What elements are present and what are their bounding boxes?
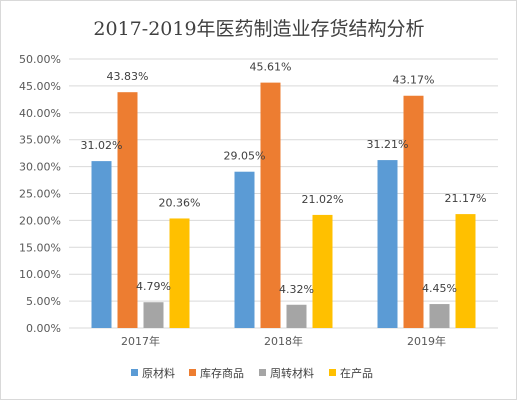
- data-label: 20.36%: [159, 196, 201, 209]
- y-tick-label: 10.00%: [19, 268, 61, 281]
- data-label: 43.17%: [393, 74, 435, 87]
- data-label: 21.02%: [302, 193, 344, 206]
- y-tick-label: 5.00%: [26, 295, 61, 308]
- data-label: 4.79%: [136, 280, 171, 293]
- legend-label: 原材料: [142, 366, 175, 380]
- data-label: 43.83%: [107, 70, 149, 83]
- legend-swatch: [329, 369, 336, 376]
- x-axis-ticks: 2017年 2018年 2019年: [121, 334, 446, 348]
- bars: [91, 82, 476, 329]
- legend: 原材料 库存商品 周转材料 在产品: [131, 366, 373, 380]
- data-label: 31.02%: [81, 139, 123, 152]
- data-labels: 31.02% 43.83% 4.79% 20.36% 29.05% 45.61% 4.32%…: [81, 61, 487, 296]
- bar-周转材料-2019年: [429, 304, 450, 328]
- legend-swatch: [259, 369, 266, 376]
- chart-title: 2017-2019年医药制造业存货结构分析: [93, 18, 424, 40]
- grid-layer: [69, 58, 498, 329]
- y-tick-label: 40.00%: [19, 107, 61, 120]
- data-label: 29.05%: [224, 150, 266, 163]
- y-tick-label: 35.00%: [19, 134, 61, 147]
- y-tick-label: 25.00%: [19, 188, 61, 201]
- data-label: 21.17%: [445, 192, 487, 205]
- data-label: 31.21%: [367, 138, 409, 151]
- x-tick-label: 2019年: [407, 334, 446, 348]
- legend-swatch: [189, 369, 196, 376]
- legend-label: 在产品: [340, 366, 373, 380]
- bar-库存商品-2018年: [260, 82, 281, 329]
- bar-在产品-2019年: [455, 214, 476, 328]
- bar-在产品-2018年: [312, 214, 333, 328]
- x-tick-label: 2018年: [264, 334, 303, 348]
- data-label: 4.32%: [279, 283, 314, 296]
- y-tick-label: 20.00%: [19, 214, 61, 227]
- x-tick-label: 2017年: [121, 334, 160, 348]
- bar-原材料-2018年: [234, 171, 255, 328]
- bar-库存商品-2019年: [403, 95, 424, 329]
- legend-swatch: [131, 369, 138, 376]
- y-tick-label: 50.00%: [19, 53, 61, 66]
- bar-库存商品-2017年: [117, 92, 138, 328]
- bar-原材料-2017年: [91, 161, 112, 328]
- bar-周转材料-2017年: [143, 302, 164, 328]
- y-tick-label: 15.00%: [19, 241, 61, 254]
- legend-label: 库存商品: [200, 366, 244, 380]
- y-tick-label: 0.00%: [26, 322, 61, 335]
- y-axis-ticks: 0.00% 5.00% 10.00% 15.00% 20.00% 25.00% 30.00%…: [19, 53, 61, 335]
- y-tick-label: 45.00%: [19, 80, 61, 93]
- data-label: 45.61%: [250, 61, 292, 74]
- y-tick-label: 30.00%: [19, 161, 61, 174]
- bar-在产品-2017年: [169, 218, 190, 328]
- bar-周转材料-2018年: [286, 304, 307, 328]
- bar-原材料-2019年: [377, 160, 398, 328]
- data-label: 4.45%: [422, 282, 457, 295]
- legend-label: 周转材料: [270, 366, 314, 380]
